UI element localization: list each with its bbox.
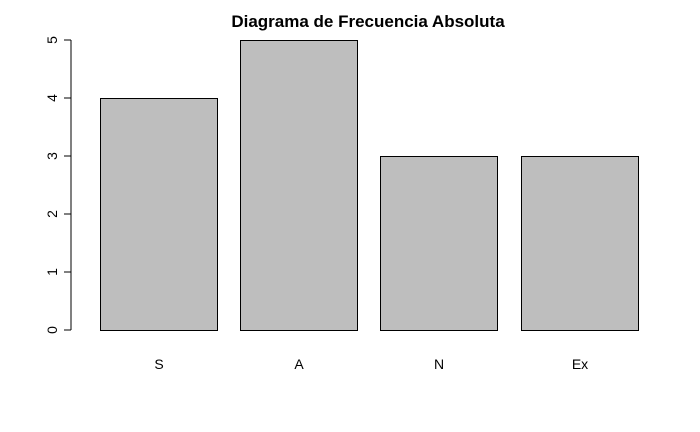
bar-ex xyxy=(521,156,639,331)
bar-a xyxy=(240,40,358,331)
y-tick-label: 2 xyxy=(44,210,60,218)
bar-n xyxy=(380,156,498,331)
x-tick-label-a: A xyxy=(294,356,304,372)
y-tick-label: 1 xyxy=(44,268,60,276)
y-axis: 0 1 2 3 4 5 xyxy=(44,36,72,334)
y-tick-label: 3 xyxy=(44,152,60,160)
bar-s xyxy=(100,98,218,331)
x-axis-labels: S A N Ex xyxy=(154,356,588,372)
chart-title: Diagrama de Frecuencia Absoluta xyxy=(231,12,505,31)
y-tick-label: 5 xyxy=(44,36,60,44)
bars-group xyxy=(100,40,639,331)
x-tick-label-ex: Ex xyxy=(572,356,588,372)
y-tick-label: 4 xyxy=(44,94,60,102)
x-tick-label-s: S xyxy=(154,356,163,372)
y-tick-label: 0 xyxy=(44,326,60,334)
x-tick-label-n: N xyxy=(434,356,444,372)
